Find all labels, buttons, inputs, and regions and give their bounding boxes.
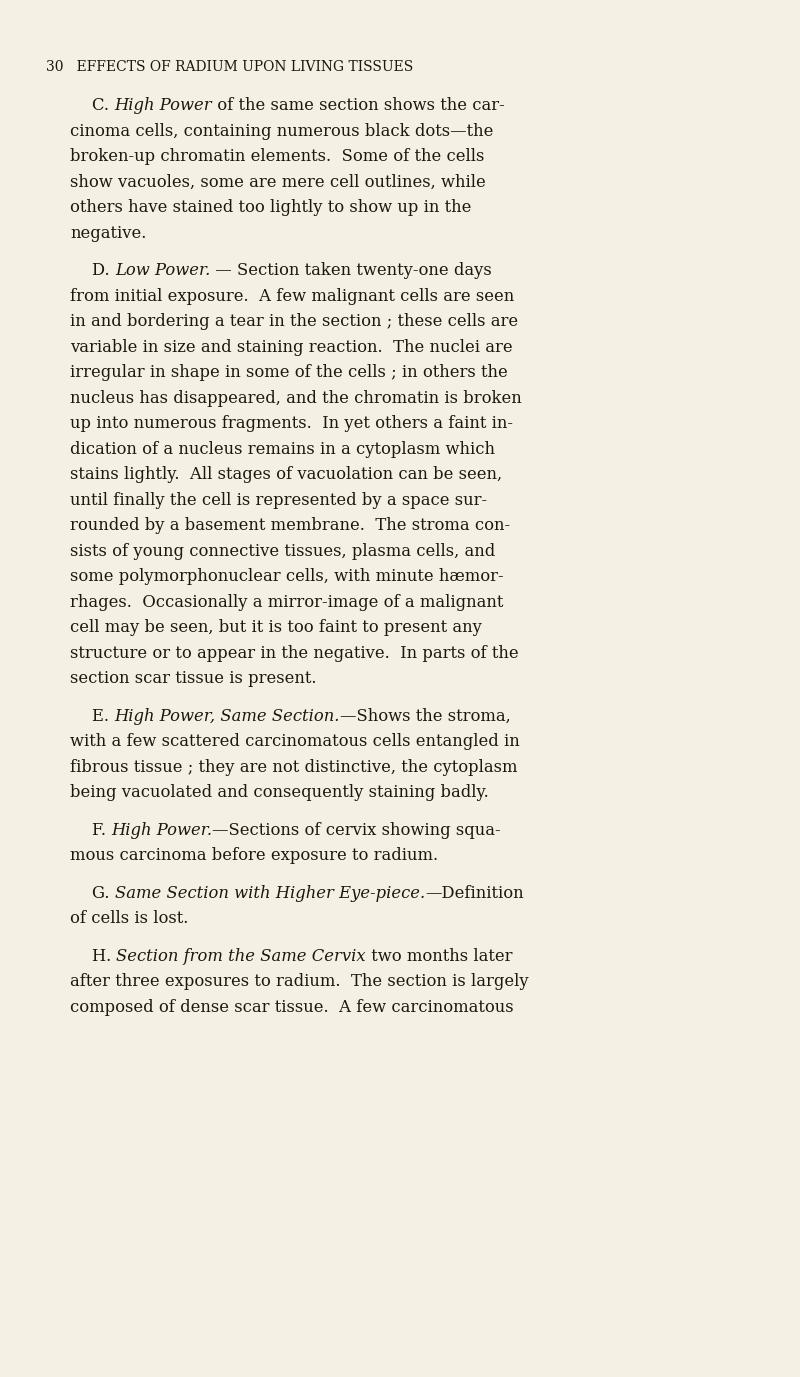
Text: H.: H. bbox=[92, 947, 117, 964]
Text: others have stained too lightly to show up in the: others have stained too lightly to show … bbox=[70, 200, 471, 216]
Text: negative.: negative. bbox=[70, 224, 146, 241]
Text: —Shows the stroma,: —Shows the stroma, bbox=[340, 708, 510, 724]
Text: D.: D. bbox=[92, 262, 115, 280]
Text: Low Power.: Low Power. bbox=[115, 262, 210, 280]
Text: with a few scattered carcinomatous cells entangled in: with a few scattered carcinomatous cells… bbox=[70, 733, 520, 750]
Text: sists of young connective tissues, plasma cells, and: sists of young connective tissues, plasm… bbox=[70, 543, 495, 559]
Text: E.: E. bbox=[92, 708, 114, 724]
Text: cinoma cells, containing numerous black dots—the: cinoma cells, containing numerous black … bbox=[70, 123, 494, 139]
Text: show vacuoles, some are mere cell outlines, while: show vacuoles, some are mere cell outlin… bbox=[70, 174, 486, 190]
Text: High Power, Same Section.: High Power, Same Section. bbox=[114, 708, 340, 724]
Text: composed of dense scar tissue.  A few carcinomatous: composed of dense scar tissue. A few car… bbox=[70, 998, 514, 1015]
Text: nucleus has disappeared, and the chromatin is broken: nucleus has disappeared, and the chromat… bbox=[70, 390, 522, 406]
Text: irregular in shape in some of the cells ; in others the: irregular in shape in some of the cells … bbox=[70, 364, 508, 381]
Text: of cells is lost.: of cells is lost. bbox=[70, 910, 188, 927]
Text: structure or to appear in the negative.  In parts of the: structure or to appear in the negative. … bbox=[70, 644, 518, 661]
Text: dication of a nucleus remains in a cytoplasm which: dication of a nucleus remains in a cytop… bbox=[70, 441, 495, 457]
Text: 30   EFFECTS OF RADIUM UPON LIVING TISSUES: 30 EFFECTS OF RADIUM UPON LIVING TISSUES bbox=[46, 61, 414, 74]
Text: F.: F. bbox=[92, 822, 111, 839]
Text: fibrous tissue ; they are not distinctive, the cytoplasm: fibrous tissue ; they are not distinctiv… bbox=[70, 759, 518, 775]
Text: rounded by a basement membrane.  The stroma con-: rounded by a basement membrane. The stro… bbox=[70, 516, 510, 534]
Text: High Power.: High Power. bbox=[111, 822, 212, 839]
Text: — Section taken twenty-one days: — Section taken twenty-one days bbox=[210, 262, 492, 280]
Text: —Definition: —Definition bbox=[425, 884, 524, 902]
Text: High Power: High Power bbox=[114, 96, 212, 114]
Text: section scar tissue is present.: section scar tissue is present. bbox=[70, 671, 317, 687]
Text: Section from the Same Cervix: Section from the Same Cervix bbox=[117, 947, 366, 964]
Text: broken-up chromatin elements.  Some of the cells: broken-up chromatin elements. Some of th… bbox=[70, 147, 484, 165]
Text: variable in size and staining reaction.  The nuclei are: variable in size and staining reaction. … bbox=[70, 339, 513, 355]
Text: cell may be seen, but it is too faint to present any: cell may be seen, but it is too faint to… bbox=[70, 620, 482, 636]
Text: in and bordering a tear in the section ; these cells are: in and bordering a tear in the section ;… bbox=[70, 313, 518, 330]
Text: G.: G. bbox=[92, 884, 114, 902]
Text: from initial exposure.  A few malignant cells are seen: from initial exposure. A few malignant c… bbox=[70, 288, 514, 304]
Text: of the same section shows the car-: of the same section shows the car- bbox=[212, 96, 505, 114]
Text: after three exposures to radium.  The section is largely: after three exposures to radium. The sec… bbox=[70, 974, 529, 990]
Text: up into numerous fragments.  In yet others a faint in-: up into numerous fragments. In yet other… bbox=[70, 414, 513, 432]
Text: being vacuolated and consequently staining badly.: being vacuolated and consequently staini… bbox=[70, 784, 489, 801]
Text: stains lightly.  All stages of vacuolation can be seen,: stains lightly. All stages of vacuolatio… bbox=[70, 465, 502, 483]
Text: two months later: two months later bbox=[366, 947, 513, 964]
Text: C.: C. bbox=[92, 96, 114, 114]
Text: until finally the cell is represented by a space sur-: until finally the cell is represented by… bbox=[70, 492, 487, 508]
Text: —Sections of cervix showing squa-: —Sections of cervix showing squa- bbox=[212, 822, 501, 839]
Text: Same Section with Higher Eye-piece.: Same Section with Higher Eye-piece. bbox=[114, 884, 425, 902]
Text: some polymorphonuclear cells, with minute hæmor-: some polymorphonuclear cells, with minut… bbox=[70, 567, 504, 585]
Text: mous carcinoma before exposure to radium.: mous carcinoma before exposure to radium… bbox=[70, 847, 438, 863]
Text: rhages.  Occasionally a mirror-image of a malignant: rhages. Occasionally a mirror-image of a… bbox=[70, 593, 503, 610]
